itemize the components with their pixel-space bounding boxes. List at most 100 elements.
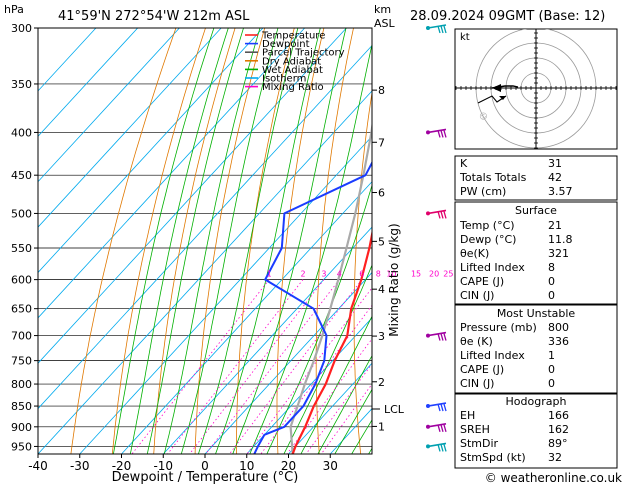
totals-totals-label: Totals Totals [459,171,527,184]
hodograph-title: Hodograph [506,395,567,408]
mixing-ratio-line [246,287,372,454]
mu-li-value: 1 [548,349,555,362]
mu-pressure-value: 800 [548,321,569,334]
surface-dewp-label: Dewp (°C) [460,233,516,246]
surface-thetae-label: θe(K) [460,247,489,260]
mu-cin-value: 0 [548,377,555,390]
surface-li-label: Lifted Index [460,261,525,274]
legend-entry: Wet Adiabat [262,65,323,76]
surface-cin-label: CIN (J) [460,289,494,302]
km-tick-label: 6 [378,187,385,200]
mixing-ratio-line [131,279,270,454]
surface-title: Surface [515,204,557,217]
x-tick-label: -10 [153,459,173,473]
mixing-ratio-line [205,279,340,454]
isotherm-line [162,226,372,454]
pressure-tick-label: 500 [11,207,32,220]
pressure-tick-label: 650 [11,303,32,316]
eh-label: EH [460,409,475,422]
isotherm-line [38,28,138,137]
mu-thetae-value: 336 [548,335,569,348]
pw-label: PW (cm) [460,185,506,198]
mixing-ratio-line [229,279,363,454]
wind-barb [426,442,447,452]
mu-cape-value: 0 [548,363,555,376]
hodograph-storm-vector [477,95,507,104]
legend-entry: Dry Adiabat [262,56,321,67]
isotherm-line [38,90,372,454]
km-tick-label: 2 [378,376,385,389]
mu-cape-label: CAPE (J) [460,363,504,376]
mixing-ratio-tick-label: 10 [386,270,396,279]
isotherm-line [121,181,372,454]
stmdir-value: 89° [548,437,568,450]
pressure-tick-label: 750 [11,355,32,368]
indices-table: K 31 Totals Totals 42 PW (cm) 3.57 Surfa… [454,155,618,469]
wet-adiabat-line [232,28,347,454]
wind-barb [426,128,447,138]
legend-entry: Isotherm [262,74,306,85]
pressure-tick-label: 400 [11,126,32,139]
mu-cin-label: CIN (J) [460,377,494,390]
dry-adiabat-line [111,28,206,454]
copyright: © weatheronline.co.uk [485,471,622,485]
isotherm-line [38,28,305,319]
mu-li-label: Lifted Index [460,349,525,362]
isotherm-line [38,28,222,228]
wet-adiabat-line [334,388,372,454]
dry-adiabat-line [194,28,266,454]
surface-cin-value: 0 [548,289,555,302]
eh-value: 166 [548,409,569,422]
dry-adiabat-line [153,28,236,454]
station-location: 41°59'N 272°54'W 212m ASL [58,9,250,24]
mixing-ratio-tick-label: 3 [321,270,326,279]
wind-barb [426,209,447,219]
run-datetime: 28.09.2024 09GMT (Base: 12) [410,9,605,24]
km-tick-label: 1 [378,420,385,433]
pressure-tick-label: 950 [11,440,32,453]
x-tick-label: -40 [28,459,48,473]
wet-adiabat-line [180,28,279,454]
hpa-unit-label: hPa [4,3,24,16]
temperature-line [291,229,372,454]
stmspd-value: 32 [548,451,562,464]
surface-temp-value: 21 [548,219,562,232]
isotherm-line [38,28,180,183]
surface-li-value: 8 [548,261,555,274]
wet-adiabat-line [300,315,372,454]
sreh-value: 162 [548,423,569,436]
dry-adiabat-line [70,28,177,454]
wind-barb [426,331,447,341]
x-tick-label: 0 [201,459,209,473]
isotherm-line [246,317,372,454]
x-tick-label: -20 [112,459,132,473]
mixing-ratio-tick-label: 6 [359,270,364,279]
pressure-tick-label: 850 [11,400,32,413]
wind-barb [426,24,447,34]
pressure-tick-label: 350 [11,78,32,91]
isotherm-line [38,44,372,410]
hodograph-arrowhead [492,84,501,92]
mixing-ratio-tick-label: 4 [337,270,342,279]
mixing-ratio-tick-label: 8 [376,270,381,279]
wet-adiabat-line [146,28,244,454]
stmspd-label: StmSpd (kt) [460,451,526,464]
pressure-tick-label: 900 [11,421,32,434]
wet-adiabat-line [113,28,215,454]
isotherm-line [288,362,372,454]
legend-entry: Temperature [261,31,325,42]
stmdir-label: StmDir [460,437,499,450]
mixing-ratio-tick-label: 1 [267,270,272,279]
mixing-ratio-line [167,279,304,454]
pressure-tick-label: 600 [11,274,32,287]
sreh-label: SREH [460,423,490,436]
skew-t-plot: 3003504004505005506006507007508008509009… [11,22,453,473]
isotherm-line [79,135,372,454]
totals-totals-value: 42 [548,171,562,184]
asl-label: ASL [374,17,396,30]
hodograph-kt-label: kt [460,32,470,43]
surface-cape-value: 0 [548,275,555,288]
pressure-tick-label: 550 [11,242,32,255]
pw-value: 3.57 [548,185,573,198]
